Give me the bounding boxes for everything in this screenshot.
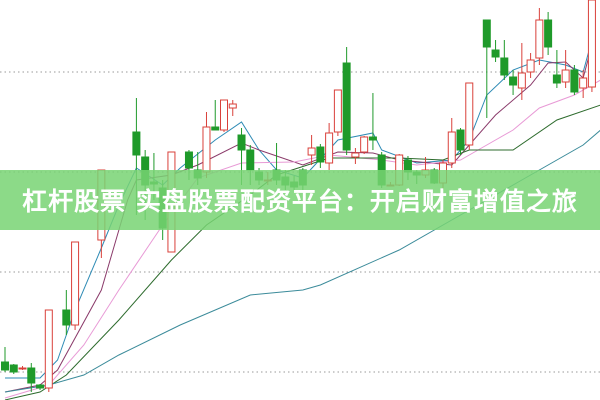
- candle-up: [18, 367, 27, 370]
- candle-up: [517, 72, 526, 89]
- title-banner: 杠杆股票 实盘股票配资平台：开启财富增值之旅: [0, 170, 600, 230]
- moving-average-line: [4, 79, 600, 399]
- candle-up: [587, 0, 596, 88]
- candle-down: [544, 19, 553, 48]
- candle-up: [220, 99, 228, 131]
- candle-down: [237, 134, 246, 151]
- candle-down: [368, 136, 377, 141]
- candle-down: [500, 57, 509, 76]
- candle-up: [447, 131, 456, 164]
- candle-down: [27, 367, 36, 384]
- candle-up: [44, 309, 53, 389]
- candle-down: [552, 74, 561, 84]
- candle-up: [561, 69, 570, 83]
- candle-down: [246, 149, 255, 171]
- candle-down: [62, 309, 71, 326]
- candle-up: [526, 59, 535, 73]
- candle-down: [36, 384, 45, 389]
- candle-up: [307, 147, 316, 156]
- candle-down: [482, 19, 491, 48]
- candle-up: [333, 89, 342, 133]
- candle-down: [342, 62, 351, 151]
- candle-down: [316, 146, 325, 163]
- candle-down: [211, 126, 220, 131]
- candle-up: [351, 152, 360, 158]
- moving-average-line: [4, 104, 600, 400]
- candle-up: [202, 126, 211, 173]
- candle-down: [9, 364, 18, 373]
- candle-down: [456, 129, 465, 151]
- candle-up: [465, 82, 474, 146]
- candle-up: [579, 77, 588, 89]
- candle-down: [1, 361, 9, 371]
- candle-up: [360, 136, 369, 153]
- banner-title: 杠杆股票 实盘股票配资平台：开启财富增值之旅: [22, 187, 578, 216]
- candle-down: [491, 49, 500, 58]
- candle-up: [325, 132, 334, 164]
- candle-down: [132, 131, 141, 156]
- candle-down: [570, 69, 579, 93]
- candle-up: [71, 241, 80, 326]
- candle-down: [184, 151, 193, 169]
- candle-up: [228, 103, 237, 109]
- candle-down: [509, 76, 518, 86]
- candle-up: [535, 19, 544, 59]
